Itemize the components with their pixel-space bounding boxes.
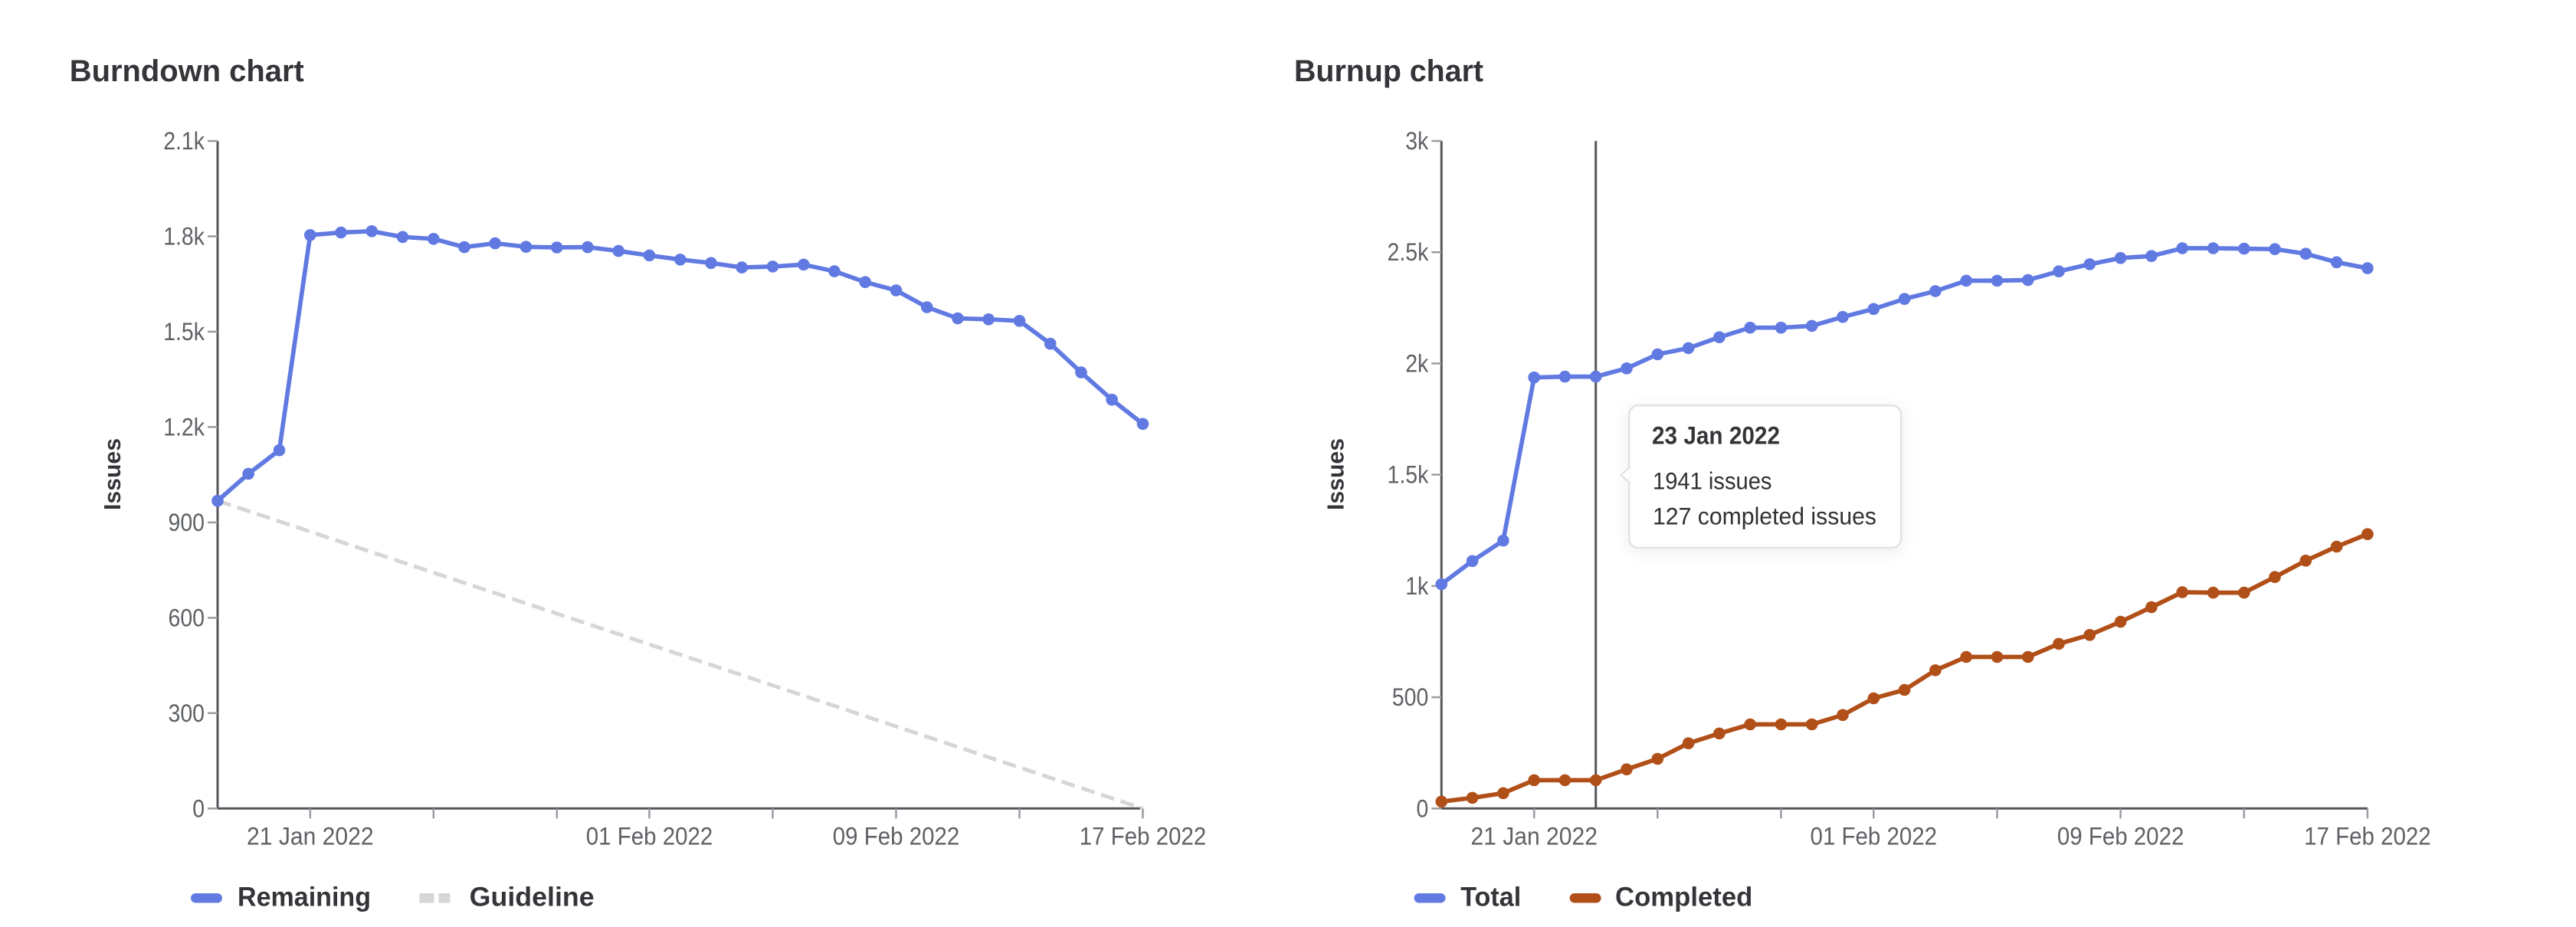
svg-text:Completed: Completed	[1615, 882, 1752, 912]
svg-text:2.1k: 2.1k	[163, 127, 205, 155]
svg-text:1.5k: 1.5k	[163, 318, 205, 346]
svg-text:1k: 1k	[1405, 572, 1429, 600]
svg-text:1.2k: 1.2k	[163, 413, 205, 441]
svg-text:Remaining: Remaining	[238, 882, 371, 912]
svg-text:2.5k: 2.5k	[1388, 238, 1430, 266]
svg-text:23 Jan 2022: 23 Jan 2022	[1652, 421, 1780, 449]
svg-text:Burndown chart: Burndown chart	[70, 54, 304, 88]
svg-text:Issues: Issues	[1322, 438, 1349, 510]
svg-text:2k: 2k	[1405, 349, 1429, 377]
svg-text:900: 900	[169, 509, 205, 536]
svg-text:1941 issues: 1941 issues	[1653, 467, 1772, 495]
svg-text:500: 500	[1392, 683, 1429, 711]
svg-text:1.8k: 1.8k	[163, 223, 205, 251]
svg-text:01 Feb 2022: 01 Feb 2022	[586, 823, 713, 850]
svg-text:17 Feb 2022: 17 Feb 2022	[2304, 823, 2431, 850]
svg-text:0: 0	[1417, 794, 1429, 822]
svg-text:3k: 3k	[1405, 127, 1429, 155]
svg-text:600: 600	[169, 604, 205, 631]
svg-text:09 Feb 2022: 09 Feb 2022	[833, 823, 960, 850]
svg-text:Burnup chart: Burnup chart	[1294, 54, 1483, 88]
svg-text:Issues: Issues	[99, 438, 126, 510]
svg-text:300: 300	[169, 699, 205, 727]
svg-text:21 Jan 2022: 21 Jan 2022	[1470, 823, 1598, 850]
svg-text:17 Feb 2022: 17 Feb 2022	[1080, 823, 1207, 850]
svg-text:0: 0	[192, 794, 205, 822]
svg-text:21 Jan 2022: 21 Jan 2022	[247, 823, 374, 850]
svg-text:Total: Total	[1460, 882, 1521, 912]
svg-text:09 Feb 2022: 09 Feb 2022	[2057, 823, 2184, 850]
svg-text:01 Feb 2022: 01 Feb 2022	[1811, 823, 1938, 850]
svg-text:127 completed issues: 127 completed issues	[1653, 503, 1876, 530]
svg-text:Guideline: Guideline	[470, 882, 595, 912]
svg-text:1.5k: 1.5k	[1388, 461, 1430, 489]
